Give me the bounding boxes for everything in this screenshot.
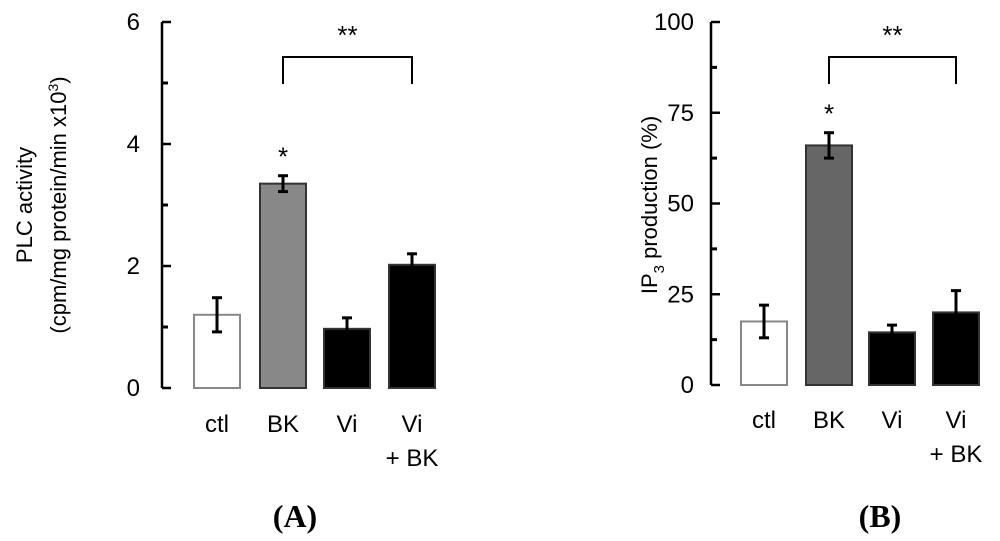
panel-a-ylabel-units: (cpm/mg protein/min x103) — [45, 76, 71, 333]
panel-b-category-label: ctl — [752, 407, 776, 434]
panel-b-bars: *** — [740, 20, 980, 387]
panel-b-bar — [868, 331, 916, 386]
panel-b-y-tick-label: 75 — [667, 100, 694, 127]
panel-a-category-label: BK — [267, 411, 299, 438]
panel-a-category-label: Vi — [337, 411, 358, 438]
panel-a-category-label: Vi — [402, 411, 423, 438]
panel-b-ylabel: IP3 production (%) — [637, 116, 668, 294]
panel-b-y-tick-label: 100 — [654, 9, 694, 36]
panel-a-category-label-line2: + BK — [386, 445, 439, 472]
panel-b-y-tick-label: 0 — [681, 372, 694, 399]
panel-a-significance-star: * — [278, 142, 288, 172]
panel-a-bars: *** — [193, 20, 436, 389]
panel-a-bracket-label: ** — [337, 20, 357, 50]
panel-a-y-axis: 0 2 4 6 — [127, 9, 171, 402]
panel-b-category-label: Vi — [882, 407, 903, 434]
panel-a-ylabel: PLC activity — [12, 147, 37, 263]
panel-b-category-label: BK — [813, 407, 845, 434]
panel-a-significance-bracket — [282, 56, 413, 84]
panel-a-bar — [388, 263, 436, 389]
panel-a-category-label: ctl — [205, 411, 229, 438]
panel-b-y-tick-label: 50 — [667, 191, 694, 218]
panel-a: PLC activity (cpm/mg protein/min x103) 0… — [12, 9, 438, 534]
panel-b-category-label-line2: + BK — [930, 441, 983, 468]
panel-a-y-tick-label: 6 — [127, 9, 140, 36]
panel-b-bracket-label: ** — [882, 20, 902, 50]
panel-b-category-labels: ctl BK Vi Vi + BK — [752, 407, 982, 468]
panel-a-y-tick-label: 0 — [127, 375, 140, 402]
panel-b-category-label: Vi — [946, 407, 967, 434]
panel-b-significance-bracket — [828, 56, 957, 84]
panel-a-bar — [259, 182, 307, 389]
panel-b-label: (B) — [859, 498, 902, 534]
panel-b-y-axis: 0 25 50 75 100 — [654, 9, 720, 399]
panel-a-category-labels: ctl BK Vi Vi + BK — [205, 411, 438, 472]
panel-b-significance-star: * — [824, 99, 834, 129]
panel-b-y-tick-label: 25 — [667, 281, 694, 308]
panel-a-y-tick-label: 2 — [127, 253, 140, 280]
panel-a-label: (A) — [273, 498, 317, 534]
panel-a-y-tick-label: 4 — [127, 131, 140, 158]
panel-b-bar — [805, 144, 853, 386]
